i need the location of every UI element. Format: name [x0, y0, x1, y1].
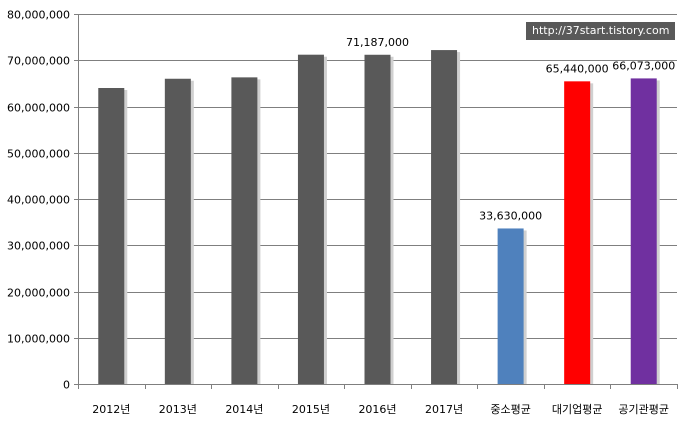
bar	[431, 50, 458, 384]
y-tick-label: 30,000,000	[7, 240, 70, 253]
y-tick-label: 70,000,000	[7, 55, 70, 68]
watermark-text: http://37start.tistory.com	[526, 22, 676, 40]
data-label: 65,440,000	[546, 62, 609, 75]
x-tick-label: 대기업평균	[552, 403, 603, 416]
x-tick-label: 2013년	[159, 403, 197, 416]
x-tick-label: 중소평균	[490, 403, 530, 416]
label-layer: 71,187,000 33,630,000 65,440,000 66,073,000	[346, 36, 675, 223]
y-tick-label: 10,000,000	[7, 333, 70, 346]
x-tick-label: 2017년	[425, 403, 463, 416]
x-tick-label: 공기관평균	[618, 403, 669, 416]
x-tick-label: 2016년	[358, 403, 396, 416]
y-tick-label: 20,000,000	[7, 287, 70, 300]
axis-layer: 0 10,000,000 20,000,000 30,000,000 40,000,00…	[7, 9, 678, 416]
x-tick-label: 2012년	[92, 403, 130, 416]
data-label: 71,187,000	[346, 36, 409, 49]
y-tick-label: 80,000,000	[7, 9, 70, 22]
y-tick-label: 40,000,000	[7, 194, 70, 207]
x-tick-label: 2014년	[225, 403, 263, 416]
bar-layer	[98, 50, 660, 385]
bar	[164, 78, 191, 384]
bar	[297, 54, 324, 384]
bar	[364, 54, 391, 384]
bar	[98, 88, 125, 384]
y-tick-label: 0	[63, 379, 70, 392]
bar	[564, 81, 591, 384]
y-tick-label: 50,000,000	[7, 148, 70, 161]
data-label: 66,073,000	[612, 59, 675, 72]
bar	[630, 78, 657, 384]
y-tick-label: 60,000,000	[7, 102, 70, 115]
x-tick-label: 2015년	[292, 403, 330, 416]
bar	[231, 77, 258, 385]
data-label: 33,630,000	[479, 209, 542, 222]
bar	[497, 228, 524, 384]
